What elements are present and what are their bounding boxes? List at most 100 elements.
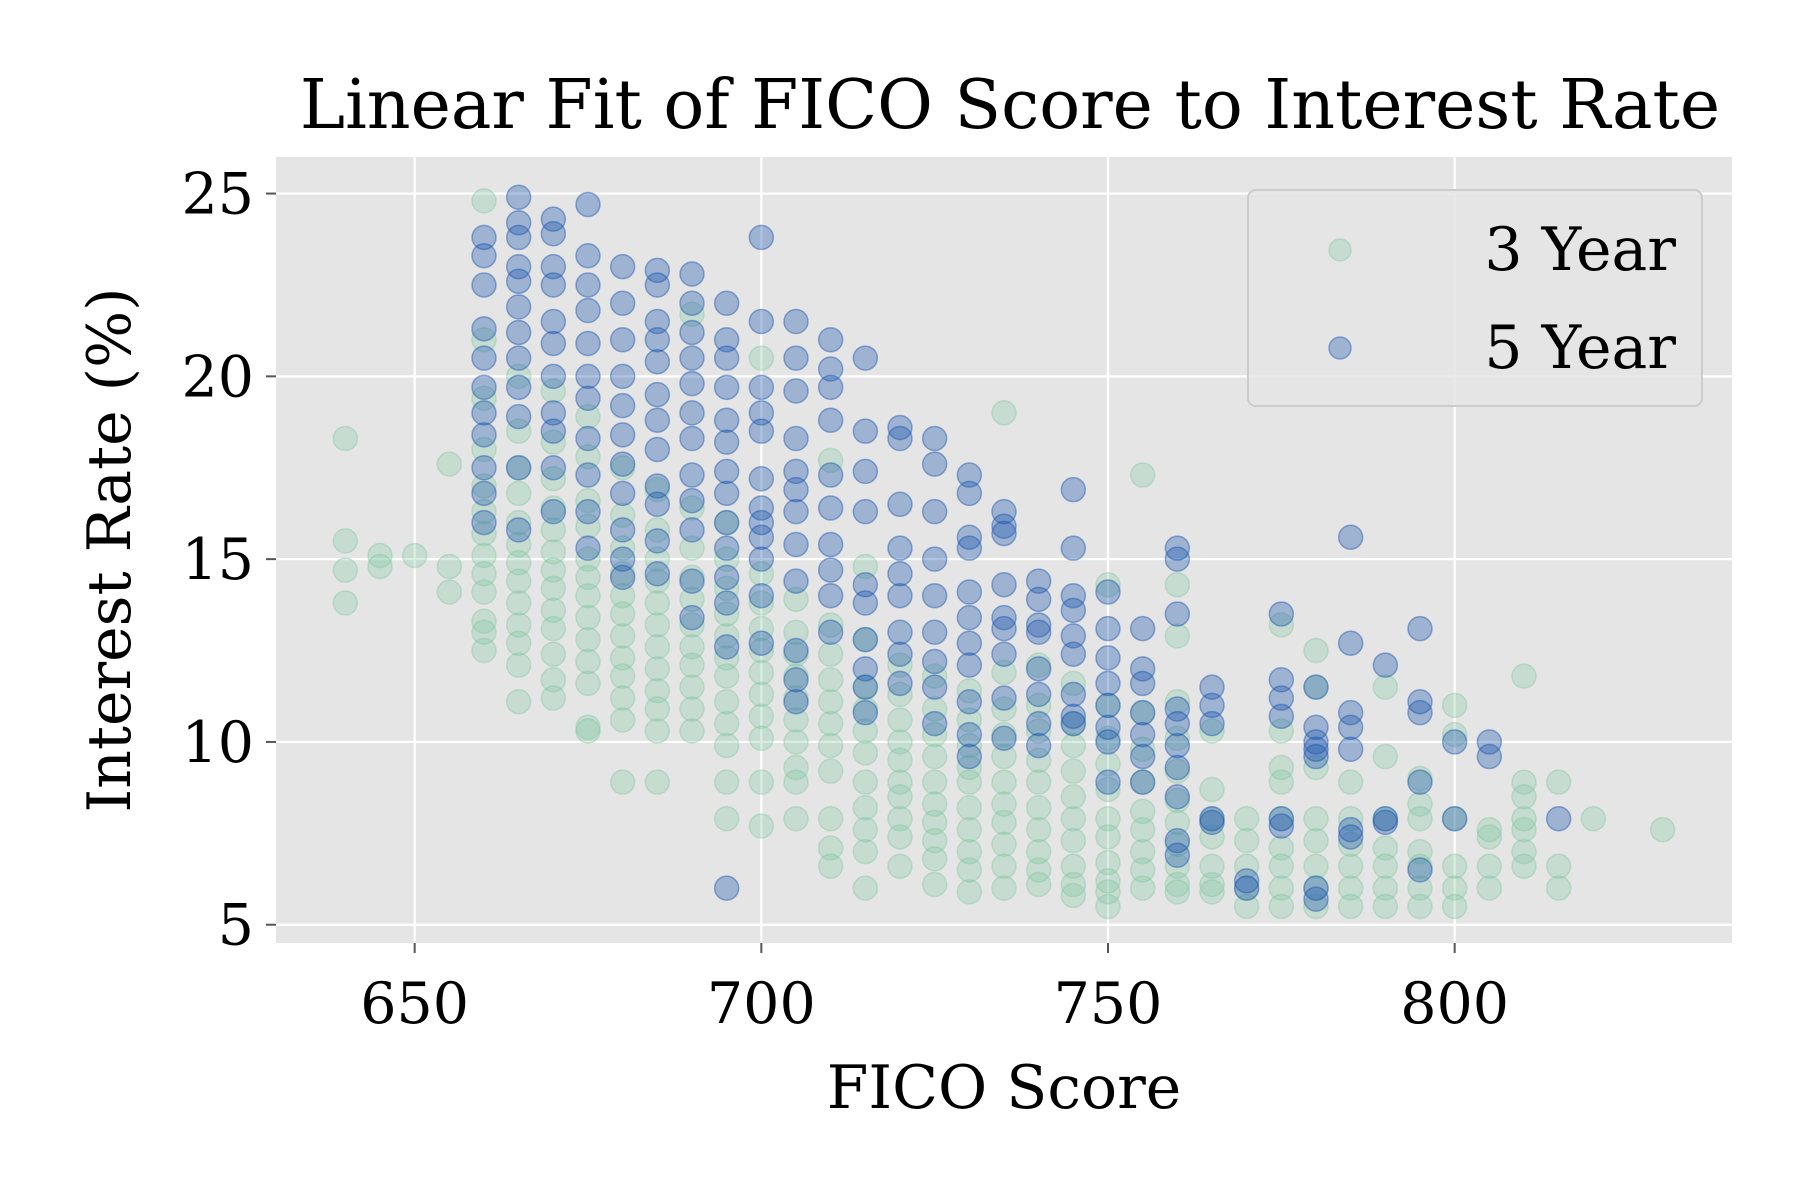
data-point-3-year [575, 444, 601, 470]
data-point-5-year [609, 253, 636, 280]
data-point-5-year [1199, 805, 1225, 832]
chart-title: Linear Fit of FICO Score to Interest Rat… [300, 66, 1720, 145]
data-point-5-year [748, 546, 775, 572]
data-point-3-year [1164, 809, 1191, 836]
data-point-3-year [609, 535, 636, 561]
data-point-5-year [956, 688, 983, 715]
data-point-5-year [1199, 674, 1225, 700]
data-point-5-year [1268, 601, 1295, 627]
data-point-3-year [783, 641, 809, 667]
data-point-5-year [575, 363, 601, 390]
data-point-3-year [1060, 871, 1087, 898]
data-point-5-year [1199, 692, 1225, 719]
data-point-3-year [1268, 853, 1295, 879]
data-point-3-year [575, 582, 601, 609]
data-point-5-year [505, 253, 532, 280]
data-point-5-year [471, 316, 497, 342]
data-point-3-year [852, 674, 879, 700]
data-point-3-year [713, 601, 740, 627]
data-point-3-year [367, 553, 393, 580]
data-point-3-year [1649, 816, 1676, 843]
data-point-3-year [713, 769, 740, 795]
data-point-3-year [991, 809, 1017, 836]
data-point-5-year [471, 242, 497, 269]
data-point-5-year [1025, 732, 1052, 759]
data-point-5-year [852, 674, 879, 700]
data-point-5-year [1164, 754, 1191, 781]
data-point-5-year [852, 656, 879, 682]
data-point-5-year [713, 509, 740, 536]
data-point-5-year [1060, 681, 1087, 708]
data-point-5-year [1164, 546, 1191, 572]
data-point-5-year [1095, 729, 1121, 755]
data-point-5-year [644, 272, 671, 298]
data-point-3-year [575, 648, 601, 675]
data-point-3-year [991, 400, 1017, 426]
data-point-3-year [471, 327, 497, 353]
data-point-3-year [575, 670, 601, 697]
data-point-5-year [1164, 696, 1191, 722]
data-point-3-year [1441, 853, 1468, 879]
data-point-3-year [956, 707, 983, 733]
data-point-5-year [679, 425, 705, 452]
data-point-3-year [748, 637, 775, 664]
data-point-5-year [817, 327, 844, 353]
data-point-5-year [783, 637, 809, 664]
data-point-5-year [1268, 685, 1295, 711]
data-point-5-year [471, 374, 497, 401]
data-point-3-year [505, 652, 532, 678]
data-point-5-year [505, 184, 532, 210]
data-point-3-year [1303, 893, 1329, 920]
data-point-3-year [887, 824, 913, 850]
data-point-5-year [1129, 743, 1156, 770]
data-point-3-year [332, 528, 359, 554]
data-point-3-year [644, 546, 671, 572]
y-axis-ticks: 5 10 15 20 25 [181, 162, 276, 959]
data-point-5-year [609, 517, 636, 543]
series-5-year [471, 184, 1572, 912]
data-point-5-year [748, 374, 775, 401]
data-point-3-year [505, 480, 532, 507]
data-point-3-year [748, 590, 775, 616]
data-point-3-year [1129, 838, 1156, 865]
data-point-3-year [887, 681, 913, 708]
data-point-3-year [1337, 893, 1364, 920]
data-point-5-year [505, 210, 532, 236]
data-point-5-year [748, 400, 775, 426]
data-point-5-year [575, 297, 601, 324]
data-point-3-year [921, 827, 948, 854]
data-point-3-year [991, 831, 1017, 858]
data-point-3-year [991, 791, 1017, 817]
data-point-5-year [713, 327, 740, 353]
data-point-5-year [609, 422, 636, 448]
data-point-3-year [540, 495, 567, 521]
data-point-3-year [956, 857, 983, 883]
data-point-3-year [1025, 794, 1052, 821]
data-point-5-year [1060, 476, 1087, 503]
data-point-3-year [852, 718, 879, 744]
data-point-3-year [1129, 875, 1156, 901]
data-point-3-year [1199, 853, 1225, 879]
data-point-3-year [609, 454, 636, 481]
data-point-5-year [748, 582, 775, 609]
data-point-3-year [713, 710, 740, 737]
data-point-3-year [1095, 805, 1121, 832]
data-point-3-year [505, 630, 532, 656]
data-point-5-year [991, 571, 1017, 598]
data-point-5-year [471, 400, 497, 426]
data-point-5-year [471, 422, 497, 448]
data-point-5-year [1060, 623, 1087, 649]
data-point-3-year [471, 498, 497, 525]
data-point-3-year [852, 626, 879, 653]
data-point-5-year [921, 648, 948, 675]
data-point-3-year [1580, 805, 1607, 832]
data-point-3-year [1337, 831, 1364, 858]
data-point-5-year [575, 425, 601, 452]
data-point-3-year [1129, 816, 1156, 843]
data-point-3-year [1164, 871, 1191, 898]
data-point-3-year [1129, 769, 1156, 795]
data-point-3-year [817, 710, 844, 737]
data-point-3-year [644, 590, 671, 616]
data-point-3-year [748, 615, 775, 642]
data-point-3-year [575, 546, 601, 572]
